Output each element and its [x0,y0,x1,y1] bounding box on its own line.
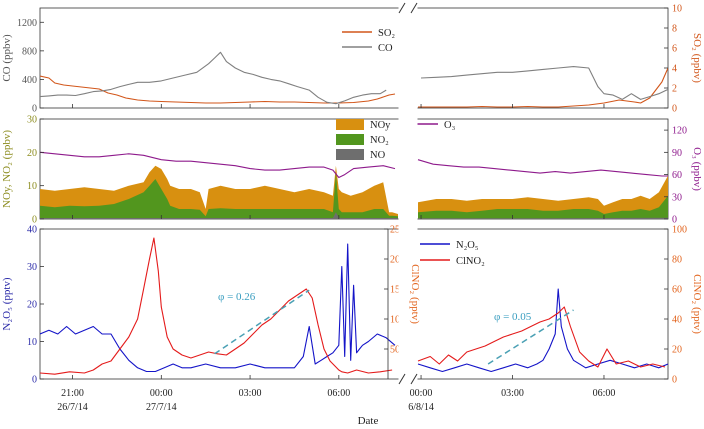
axis-break-gap [398,0,418,382]
series-co-line [40,51,387,105]
y-right-tick-label: 8 [672,24,677,35]
chart-axes: 0400800120002468100102030030609012001020… [17,4,687,414]
y-left-tick-label: 40 [27,225,37,236]
legend-co-label: CO [378,43,393,54]
y-right-tick-label: 60 [672,170,682,181]
series-so-line [40,75,396,104]
chart-labels: CO (ppbv) NOy, NO₂ (ppbv) N₂O₅ (pptv) SO₂ (… [1,33,703,334]
y-right-tick-label: 90 [672,148,682,159]
y-right-first-tick-label: 150 [390,285,405,296]
y-left-tick-label: 30 [27,115,37,126]
axis-break-mark [410,2,418,14]
legend-clno2-label: ClNO₂ [456,256,485,267]
y-right-first-tick-label: 100 [390,315,405,326]
x-tick-date: 27/7/14 [146,402,177,413]
y-left-tick-label: 1200 [17,18,37,29]
y-left-tick-label: 800 [22,46,37,57]
x-tick-time: 03:00 [239,388,262,399]
y-right-tick-label: 0 [672,215,677,226]
y-right-tick-label: 2 [672,84,677,95]
legend-no2-label: NO₂ [370,135,389,146]
panel-top-marks [40,51,668,108]
y-right-second-tick-label: 80 [672,255,682,266]
x-tick-date: 26/7/14 [57,402,88,413]
legend-n2o5-label: N₂O₅ [456,240,479,251]
x-axis-label: Date [358,415,379,427]
x-tick-time: 00:00 [150,388,173,399]
y-right-tick-label: 6 [672,44,677,55]
legend-so2-label: SO₂ [378,28,395,39]
y-right-first-tick-label: 250 [390,225,405,236]
y-right-second-title: ClNO₂ (pptv) [691,274,703,334]
chart-marks [40,51,668,375]
y-left-title: NOy, NO₂ (ppbv) [1,130,13,208]
chart-legends: SO₂ CO NOy NO₂ NO O₃ N₂O₅ ClNO₂ [336,28,485,267]
y-left-tick-label: 0 [32,375,37,386]
legend-no-swatch [336,149,364,160]
series-so-line [418,67,668,108]
y-left-tick-label: 10 [27,181,37,192]
series-o-line [40,151,396,179]
y-right-title: SO₂ (ppbv) [691,33,703,83]
y-right-second-tick-label: 0 [672,375,677,386]
y-right-tick-label: 4 [672,64,677,75]
legend-no2-swatch [336,134,364,145]
axis-break-mark [410,373,418,385]
axis-break-mark [398,2,406,14]
phi-annotation: φ = 0.05 [494,311,532,323]
x-tick-time: 03:00 [501,388,524,399]
x-tick-time: 00:00 [410,388,433,399]
y-right-first-tick-label: 50 [390,345,400,356]
axis-breaks [398,0,418,385]
series-no-line [40,243,396,373]
series-no-area [40,212,398,219]
legend-noy-swatch [336,119,364,130]
phi-fit-line [214,289,310,355]
y-right-second-tick-label: 60 [672,285,682,296]
y-left-tick-label: 0 [32,104,37,115]
y-right-first-title: ClNO₂ (pptv) [409,264,421,324]
series-no-area [418,195,668,219]
y-left-tick-label: 0 [32,215,37,226]
y-left-title: CO (ppbv) [1,34,13,82]
legend-o3-label: O₃ [444,120,456,131]
series-clno-line [40,237,393,375]
series-no-area [418,217,668,219]
y-left-tick-label: 400 [22,75,37,86]
y-left-tick-label: 10 [27,337,37,348]
y-right-second-tick-label: 40 [672,315,682,326]
y-right-tick-label: 0 [672,104,677,115]
y-right-second-tick-label: 100 [672,225,687,236]
y-right-tick-label: 10 [672,4,682,15]
y-right-tick-label: 120 [672,126,687,137]
series-noy-area [418,175,668,219]
y-right-first-tick-label: 200 [390,255,405,266]
phi-annotation: φ = 0.26 [218,291,256,303]
y-right-tick-label: 30 [672,192,682,203]
y-left-title: N₂O₅ (pptv) [1,277,13,331]
series-no-area [40,172,398,219]
legend-noy-label: NOy [370,120,391,131]
x-tick-time: 06:00 [593,388,616,399]
x-tick-time: 21:00 [61,388,84,399]
panel-middle-marks [40,151,668,219]
panel-bottom-marks [40,237,668,375]
x-tick-date: 6/8/14 [408,402,434,413]
y-right-title: O₃ (ppbv) [691,147,703,191]
series-clno-line [417,306,666,368]
y-left-tick-label: 20 [27,300,37,311]
series-o-line [417,159,668,177]
y-left-tick-label: 20 [27,148,37,159]
phi-fit-lines [214,289,574,365]
x-tick-time: 06:00 [327,388,350,399]
series-co-line [420,66,668,100]
panel-frame [39,7,669,109]
y-right-second-tick-label: 20 [672,345,682,356]
phi-fit-line [487,309,574,365]
y-left-tick-label: 30 [27,262,37,273]
legend-no-label: NO [370,150,386,161]
axis-break-mark [398,373,406,385]
